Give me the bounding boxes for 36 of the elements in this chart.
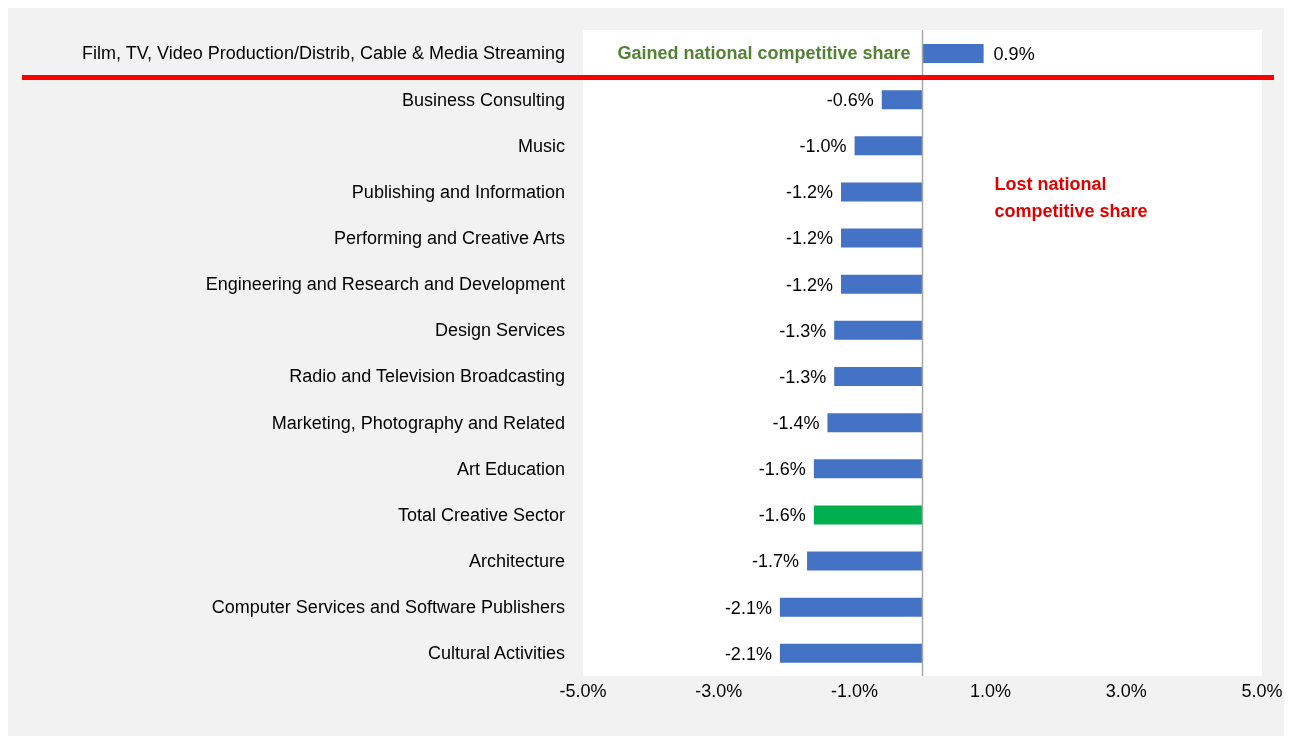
y-tick-label: Music [517, 135, 565, 156]
data-label: -1.2% [785, 182, 834, 203]
y-tick-label: Art Education [456, 458, 565, 479]
data-label: -1.6% [758, 505, 806, 526]
x-tick-label: -5.0% [559, 680, 607, 701]
data-label: -1.7% [752, 551, 800, 572]
x-tick-label: 3.0% [1105, 680, 1147, 701]
y-tick-label: Engineering and Research and Development [205, 274, 565, 295]
x-tick-label: -1.0% [831, 680, 879, 701]
data-label: -2.1% [724, 597, 772, 618]
data-label: -1.6% [758, 459, 806, 480]
data-label: -1.3% [779, 366, 827, 387]
data-label: -1.2% [785, 274, 834, 295]
y-tick-label: Architecture [468, 551, 565, 572]
data-label: 0.9% [993, 43, 1035, 64]
data-label: -1.2% [785, 228, 834, 249]
x-tick-label: 1.0% [969, 680, 1011, 701]
data-label: -1.3% [779, 320, 827, 341]
x-tick-label: -3.0% [695, 680, 743, 701]
y-tick-label: Computer Services and Software Publishers [211, 597, 565, 618]
y-tick-label: Publishing and Information [351, 181, 565, 202]
y-tick-label: Radio and Television Broadcasting [289, 366, 565, 387]
data-label: -2.1% [724, 643, 772, 664]
y-tick-label: Cultural Activities [427, 643, 565, 664]
y-tick-label: Marketing, Photography and Related [271, 412, 565, 433]
annotation: Lost national competitive share [994, 172, 1149, 223]
data-label: -0.6% [826, 89, 874, 110]
data-label: -1.0% [799, 136, 847, 157]
x-tick-label: 5.0% [1241, 680, 1283, 701]
y-tick-label: Design Services [434, 320, 565, 341]
y-tick-label: Business Consulting [401, 89, 565, 110]
y-tick-label: Performing and Creative Arts [333, 228, 565, 249]
data-label: -1.4% [772, 412, 820, 433]
y-tick-label: Total Creative Sector [397, 504, 565, 525]
y-tick-label: Film, TV, Video Production/Distrib, Cable & Media Streaming [82, 43, 565, 64]
annotation: Gained national competitive share [617, 43, 911, 65]
